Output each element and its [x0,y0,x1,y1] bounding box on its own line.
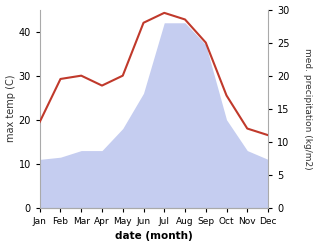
X-axis label: date (month): date (month) [115,231,193,242]
Y-axis label: max temp (C): max temp (C) [5,75,16,143]
Y-axis label: med. precipitation (kg/m2): med. precipitation (kg/m2) [303,48,313,169]
